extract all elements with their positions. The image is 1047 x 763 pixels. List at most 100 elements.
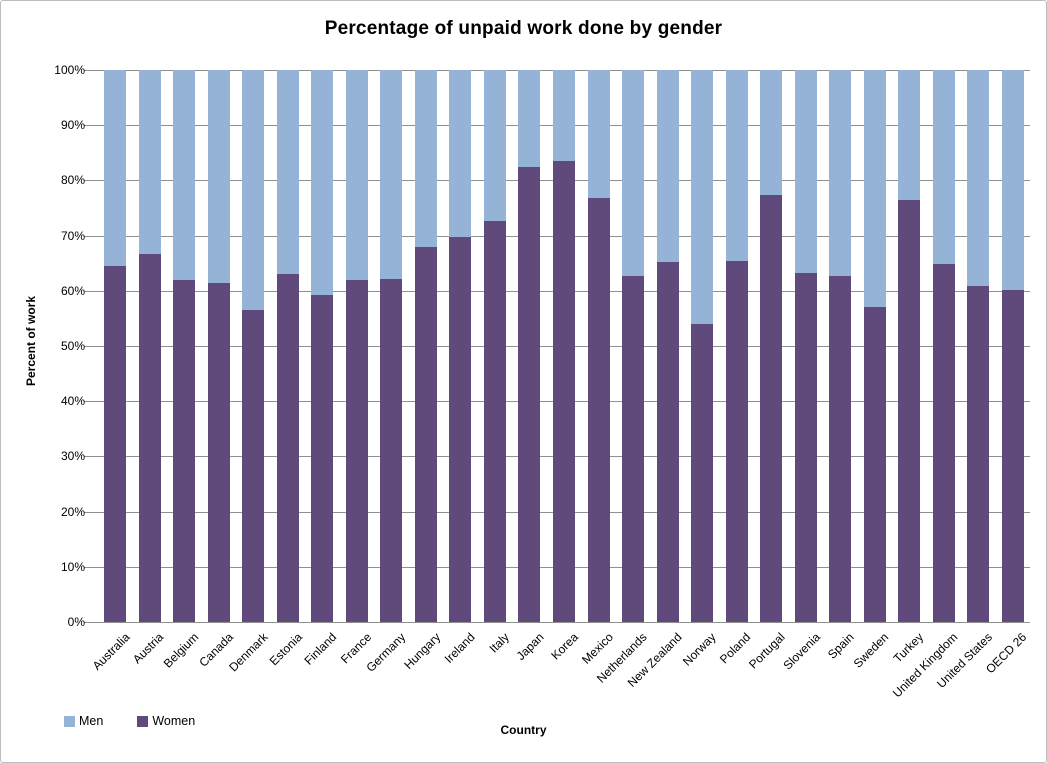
bar-men-australia (104, 70, 127, 266)
bar-women-netherlands (622, 275, 645, 622)
y-tick-mark-80 (84, 180, 98, 182)
bar-men-germany (380, 70, 403, 280)
bar-men-japan (518, 70, 541, 167)
bar-men-new-zealand (656, 70, 679, 263)
bar-women-united-states (967, 285, 990, 622)
x-category-label-belgium: Belgium (160, 630, 202, 671)
bar-men-sweden (863, 70, 886, 307)
bar-women-belgium (173, 279, 196, 622)
y-tick-mark-100 (84, 70, 98, 71)
bar-men-belgium (173, 70, 196, 280)
y-tick-label-100: 100% (54, 63, 85, 77)
x-category-label-slovenia: Slovenia (780, 630, 823, 673)
bar-women-sweden (863, 306, 886, 622)
x-category-label-estonia: Estonia (266, 630, 305, 669)
bar-men-estonia (276, 70, 299, 275)
bar-women-hungary (414, 246, 437, 622)
bar-women-slovenia (794, 273, 817, 622)
bar-women-mexico (587, 198, 610, 622)
bar-men-france (345, 70, 368, 281)
gridline-0 (98, 622, 1030, 623)
bar-women-new-zealand (656, 262, 679, 622)
y-tick-label-70: 70% (60, 228, 85, 243)
bar-women-poland (725, 260, 748, 622)
bar-men-portugal (760, 70, 783, 196)
bar-men-ireland (449, 70, 472, 237)
legend-entry-men: Men (64, 714, 103, 728)
bar-women-denmark (242, 310, 265, 622)
x-category-label-japan: Japan (513, 630, 547, 664)
bar-women-korea (553, 161, 575, 622)
y-tick-label-40: 40% (60, 394, 85, 409)
bar-men-slovenia (794, 70, 817, 274)
bar-men-oecd-26 (1001, 70, 1024, 291)
bar-women-italy (483, 221, 506, 622)
bar-men-poland (725, 70, 748, 261)
bar-women-united-kingdom (932, 263, 955, 622)
y-tick-label-10: 10% (60, 559, 85, 574)
bar-men-spain (829, 70, 852, 276)
y-tick-mark-30 (84, 456, 98, 458)
x-category-label-ireland: Ireland (441, 630, 478, 666)
y-tick-label-80: 80% (60, 173, 85, 188)
bar-women-spain (829, 275, 852, 622)
bar-women-finland (311, 294, 334, 622)
bar-men-united-kingdom (932, 70, 955, 264)
bar-women-norway (691, 324, 714, 622)
y-tick-mark-40 (84, 401, 98, 403)
bar-men-turkey (898, 70, 921, 201)
y-tick-mark-10 (84, 566, 98, 568)
y-tick-mark-50 (84, 346, 98, 347)
bar-men-norway (691, 70, 714, 325)
legend-entry-women: Women (137, 714, 195, 728)
x-category-label-sweden: Sweden (851, 630, 892, 671)
bar-women-japan (518, 166, 541, 622)
bar-women-oecd-26 (1001, 290, 1024, 622)
y-tick-mark-20 (84, 511, 98, 513)
bar-women-portugal (760, 195, 783, 622)
bar-women-turkey (898, 200, 921, 622)
bar-women-germany (380, 279, 403, 622)
bar-women-austria (138, 254, 161, 622)
x-category-label-spain: Spain (825, 630, 858, 662)
x-category-label-portugal: Portugal (746, 630, 789, 672)
bar-men-netherlands (622, 70, 645, 276)
bar-women-ireland (449, 236, 472, 622)
legend-women-swatch (137, 715, 149, 727)
x-axis-title: Country (500, 723, 547, 737)
bar-women-estonia (276, 274, 299, 622)
y-tick-label-30: 30% (60, 449, 85, 464)
x-category-label-australia: Australia (89, 630, 133, 673)
x-category-label-norway: Norway (680, 630, 719, 669)
bar-men-mexico (587, 70, 610, 199)
y-tick-mark-70 (84, 235, 98, 237)
legend-men-label: Men (79, 714, 104, 728)
bar-men-denmark (242, 70, 265, 311)
x-category-label-finland: Finland (301, 630, 340, 668)
bar-women-france (345, 280, 368, 622)
y-tick-label-60: 60% (60, 283, 85, 298)
y-tick-label-90: 90% (60, 118, 85, 133)
bar-men-canada (207, 70, 230, 284)
bar-women-canada (207, 283, 230, 622)
x-category-label-hungary: Hungary (400, 630, 443, 672)
bar-men-korea (553, 70, 575, 162)
y-tick-label-50: 50% (60, 339, 85, 353)
y-tick-label-20: 20% (60, 504, 85, 519)
y-tick-label-0: 0% (67, 615, 85, 629)
bar-men-finland (311, 70, 334, 295)
chart-title: Percentage of unpaid work done by gender (324, 18, 723, 39)
y-tick-mark-90 (84, 125, 98, 127)
bar-men-italy (483, 70, 506, 222)
legend: Men Women (64, 714, 229, 728)
x-category-label-italy: Italy (486, 630, 512, 656)
bar-women-australia (104, 265, 127, 622)
bar-men-austria (138, 70, 161, 255)
y-tick-mark-60 (84, 290, 98, 292)
bar-men-united-states (967, 70, 990, 286)
x-category-label-korea: Korea (548, 630, 581, 663)
y-tick-mark-0 (84, 622, 98, 623)
legend-men-swatch (64, 715, 75, 727)
legend-women-label: Women (152, 714, 196, 728)
